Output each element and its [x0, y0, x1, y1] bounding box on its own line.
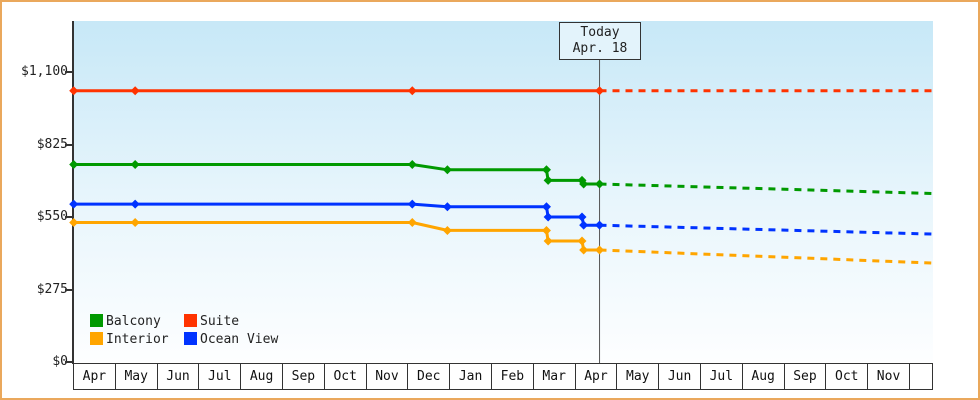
legend-label-ocean-view: Ocean View	[200, 332, 279, 347]
legend-item-suite: Suite	[184, 313, 278, 331]
y-axis-tick	[65, 216, 73, 218]
x-axis-month: Apr	[576, 364, 618, 389]
x-axis-month: Oct	[826, 364, 869, 389]
legend-item-ocean-view: Ocean View	[184, 331, 278, 349]
legend-label-interior: Interior	[106, 332, 169, 347]
today-marker-box: Today Apr. 18	[559, 22, 641, 60]
x-axis-month: Jul	[701, 364, 743, 389]
legend-label-balcony: Balcony	[106, 314, 161, 329]
interior-swatch-icon	[90, 332, 103, 345]
x-axis-month: Sep	[785, 364, 827, 389]
ocean-view-swatch-icon	[184, 332, 197, 345]
y-axis-tick	[65, 143, 73, 146]
y-axis-label: $1,100	[21, 64, 68, 79]
x-axis-month: Aug	[743, 364, 785, 389]
x-axis-month: Oct	[325, 364, 367, 389]
x-axis-month: Nov	[367, 364, 409, 389]
x-axis-month: Sep	[283, 364, 325, 389]
x-axis-month: Jul	[199, 364, 242, 389]
balcony-swatch-icon	[90, 314, 103, 327]
x-axis-cell-empty	[910, 364, 932, 389]
x-axis-month: Aug	[241, 364, 283, 389]
legend-item-interior: Interior	[90, 331, 184, 349]
x-axis-month: Jan	[450, 364, 492, 389]
x-axis-month: May	[617, 364, 660, 389]
x-axis-month: Feb	[492, 364, 534, 389]
y-axis-label: $825	[36, 136, 68, 152]
x-axis-month: Dec	[408, 364, 451, 389]
y-axis-label: $275	[36, 281, 68, 297]
today-label: Today	[580, 25, 620, 40]
x-axis-month: May	[116, 364, 158, 389]
y-axis-label: $0	[52, 354, 68, 369]
x-axis-month: Apr	[74, 364, 116, 389]
y-axis-tick	[65, 71, 73, 73]
x-axis-month: Jun	[659, 364, 701, 389]
x-axis-month: Jun	[158, 364, 200, 389]
legend-item-balcony: Balcony	[90, 313, 184, 331]
plot-area	[74, 21, 933, 362]
y-axis-line	[72, 21, 74, 364]
y-axis-label: $550	[36, 209, 68, 224]
y-axis-tick	[65, 361, 73, 363]
x-axis-month: Mar	[534, 364, 576, 389]
legend-label-suite: Suite	[200, 314, 240, 329]
x-axis-month: Nov	[868, 364, 910, 389]
today-date: Apr. 18	[572, 41, 628, 56]
legend: Balcony Suite Interior Ocean View	[90, 313, 278, 349]
y-axis-tick	[65, 288, 73, 291]
x-axis: Apr May Jun Jul Aug Sep Oct Nov Dec Jan Feb Mar Apr M…	[73, 363, 933, 390]
suite-swatch-icon	[184, 314, 197, 327]
